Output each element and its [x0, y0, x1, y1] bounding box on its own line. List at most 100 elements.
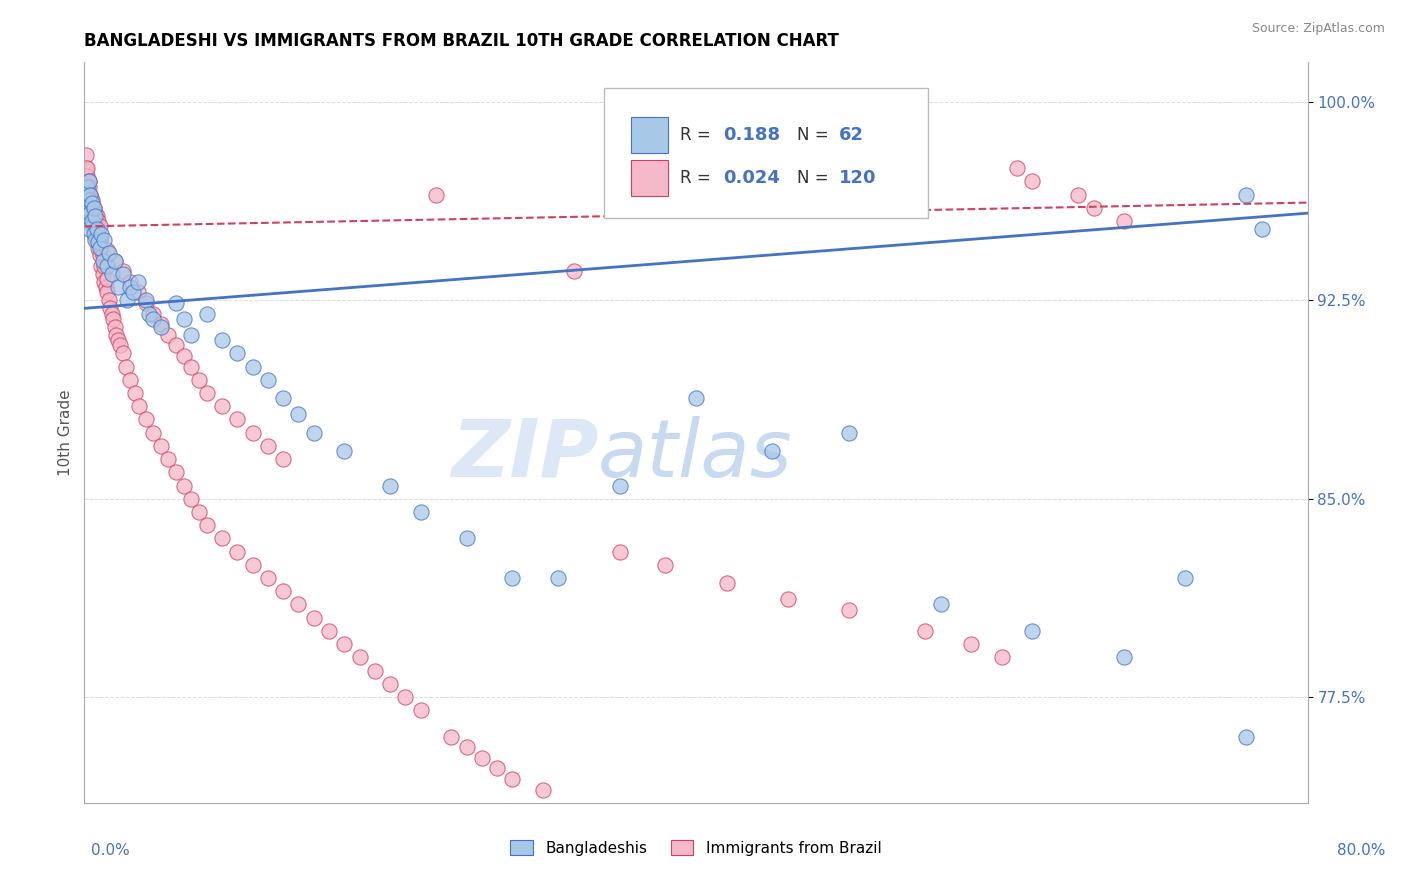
- Point: [86, 233, 108, 247]
- Point: [120, 275, 142, 289]
- Point: [226, 544, 249, 558]
- Point: [96, 272, 118, 286]
- Point: [104, 253, 127, 268]
- Point: [929, 598, 952, 612]
- Point: [142, 425, 165, 440]
- Point: [87, 235, 110, 250]
- Point: [502, 571, 524, 585]
- Text: BANGLADESHI VS IMMIGRANTS FROM BRAZIL 10TH GRADE CORRELATION CHART: BANGLADESHI VS IMMIGRANTS FROM BRAZIL 10…: [84, 32, 839, 50]
- Point: [115, 293, 138, 308]
- Point: [960, 637, 983, 651]
- Point: [96, 259, 118, 273]
- Point: [135, 296, 157, 310]
- Point: [654, 558, 676, 572]
- Text: R =: R =: [681, 126, 716, 144]
- Point: [114, 359, 136, 374]
- Point: [380, 478, 402, 492]
- Point: [104, 319, 127, 334]
- Point: [409, 505, 432, 519]
- Point: [257, 373, 280, 387]
- FancyBboxPatch shape: [631, 161, 668, 195]
- FancyBboxPatch shape: [631, 117, 668, 153]
- Point: [80, 195, 103, 210]
- Point: [105, 327, 128, 342]
- Point: [101, 307, 124, 321]
- Point: [83, 206, 105, 220]
- Point: [120, 373, 142, 387]
- Point: [90, 259, 112, 273]
- Point: [83, 214, 105, 228]
- Text: 0.024: 0.024: [723, 169, 780, 187]
- Point: [107, 280, 129, 294]
- Text: N =: N =: [797, 169, 834, 187]
- Point: [456, 740, 478, 755]
- Point: [77, 193, 100, 207]
- Point: [80, 206, 103, 220]
- Point: [86, 219, 108, 234]
- Point: [91, 267, 114, 281]
- Point: [79, 201, 101, 215]
- Text: 0.188: 0.188: [723, 126, 780, 144]
- Point: [98, 301, 121, 316]
- Point: [761, 444, 783, 458]
- Point: [76, 169, 98, 183]
- Point: [83, 201, 105, 215]
- Text: R =: R =: [681, 169, 716, 187]
- Point: [1114, 650, 1136, 665]
- Point: [349, 650, 371, 665]
- Point: [103, 312, 125, 326]
- Point: [80, 214, 103, 228]
- Point: [104, 253, 127, 268]
- Point: [195, 307, 218, 321]
- Point: [87, 227, 110, 242]
- Point: [75, 161, 97, 176]
- Point: [107, 333, 129, 347]
- Point: [135, 412, 157, 426]
- Point: [1083, 201, 1105, 215]
- Point: [271, 452, 294, 467]
- Point: [226, 412, 249, 426]
- Text: 80.0%: 80.0%: [1337, 843, 1385, 858]
- Point: [991, 650, 1014, 665]
- Point: [302, 425, 325, 440]
- Point: [111, 346, 134, 360]
- Point: [211, 333, 233, 347]
- Point: [226, 346, 249, 360]
- Point: [84, 227, 107, 242]
- Point: [89, 240, 111, 255]
- Point: [77, 179, 100, 194]
- Point: [242, 558, 264, 572]
- Point: [302, 610, 325, 624]
- Point: [77, 187, 100, 202]
- Point: [77, 193, 100, 207]
- Point: [122, 285, 145, 300]
- Point: [89, 233, 111, 247]
- Point: [257, 439, 280, 453]
- Point: [318, 624, 340, 638]
- Point: [76, 201, 98, 215]
- Point: [1250, 222, 1272, 236]
- Point: [165, 338, 187, 352]
- Point: [94, 280, 117, 294]
- Point: [380, 677, 402, 691]
- Point: [79, 206, 101, 220]
- Point: [97, 245, 120, 260]
- Point: [76, 179, 98, 194]
- Point: [211, 532, 233, 546]
- Point: [84, 233, 107, 247]
- Point: [77, 222, 100, 236]
- Point: [157, 452, 180, 467]
- Point: [157, 327, 180, 342]
- Point: [135, 293, 157, 308]
- Point: [287, 598, 309, 612]
- Point: [188, 373, 211, 387]
- Point: [333, 637, 356, 651]
- Point: [257, 571, 280, 585]
- Point: [77, 174, 100, 188]
- Point: [394, 690, 416, 704]
- Point: [93, 259, 115, 273]
- Point: [333, 444, 356, 458]
- Point: [242, 425, 264, 440]
- Point: [287, 407, 309, 421]
- Point: [440, 730, 463, 744]
